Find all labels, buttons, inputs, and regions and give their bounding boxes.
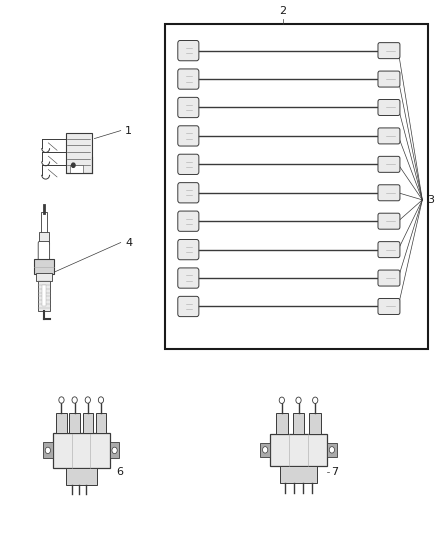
FancyBboxPatch shape: [177, 268, 198, 288]
FancyBboxPatch shape: [377, 241, 399, 257]
Text: 2: 2: [279, 6, 286, 16]
Bar: [56, 413, 67, 433]
Circle shape: [45, 447, 50, 454]
Circle shape: [262, 447, 267, 453]
Bar: [110, 442, 119, 458]
Text: 6: 6: [116, 467, 123, 477]
Bar: [269, 434, 326, 466]
Bar: [279, 466, 317, 483]
Bar: [43, 442, 53, 458]
Bar: [53, 433, 110, 468]
FancyBboxPatch shape: [177, 41, 198, 61]
Bar: [34, 259, 53, 274]
Bar: [66, 133, 92, 173]
Bar: [82, 413, 93, 433]
FancyBboxPatch shape: [377, 156, 399, 172]
Circle shape: [295, 397, 300, 403]
Circle shape: [98, 397, 103, 403]
Circle shape: [72, 397, 77, 403]
FancyBboxPatch shape: [377, 213, 399, 229]
Bar: [42, 285, 46, 306]
Bar: [39, 232, 49, 244]
FancyBboxPatch shape: [177, 69, 198, 89]
Circle shape: [85, 397, 90, 403]
Bar: [276, 413, 287, 434]
Bar: [69, 413, 80, 433]
FancyBboxPatch shape: [177, 183, 198, 203]
Circle shape: [59, 397, 64, 403]
Text: 1: 1: [125, 126, 132, 135]
FancyBboxPatch shape: [177, 211, 198, 231]
Bar: [70, 165, 83, 173]
FancyBboxPatch shape: [177, 239, 198, 260]
Text: 3: 3: [426, 195, 433, 205]
FancyBboxPatch shape: [377, 100, 399, 116]
Circle shape: [112, 447, 117, 454]
FancyBboxPatch shape: [177, 126, 198, 146]
FancyBboxPatch shape: [377, 270, 399, 286]
Circle shape: [279, 397, 284, 403]
Text: 4: 4: [125, 238, 132, 247]
FancyBboxPatch shape: [377, 43, 399, 59]
FancyBboxPatch shape: [377, 128, 399, 144]
FancyBboxPatch shape: [377, 298, 399, 314]
Bar: [66, 468, 96, 485]
Circle shape: [328, 447, 334, 453]
Bar: [292, 413, 304, 434]
FancyBboxPatch shape: [177, 296, 198, 317]
Bar: [164, 24, 427, 349]
Text: 7: 7: [331, 467, 338, 477]
FancyBboxPatch shape: [377, 185, 399, 201]
Bar: [326, 443, 336, 457]
Bar: [38, 281, 50, 311]
Circle shape: [312, 397, 317, 403]
Circle shape: [71, 163, 75, 167]
FancyBboxPatch shape: [177, 154, 198, 174]
Bar: [36, 273, 52, 281]
FancyBboxPatch shape: [177, 98, 198, 118]
Bar: [260, 443, 269, 457]
FancyBboxPatch shape: [377, 71, 399, 87]
FancyBboxPatch shape: [38, 241, 49, 263]
Bar: [309, 413, 320, 434]
Bar: [95, 413, 106, 433]
Bar: [41, 212, 47, 235]
